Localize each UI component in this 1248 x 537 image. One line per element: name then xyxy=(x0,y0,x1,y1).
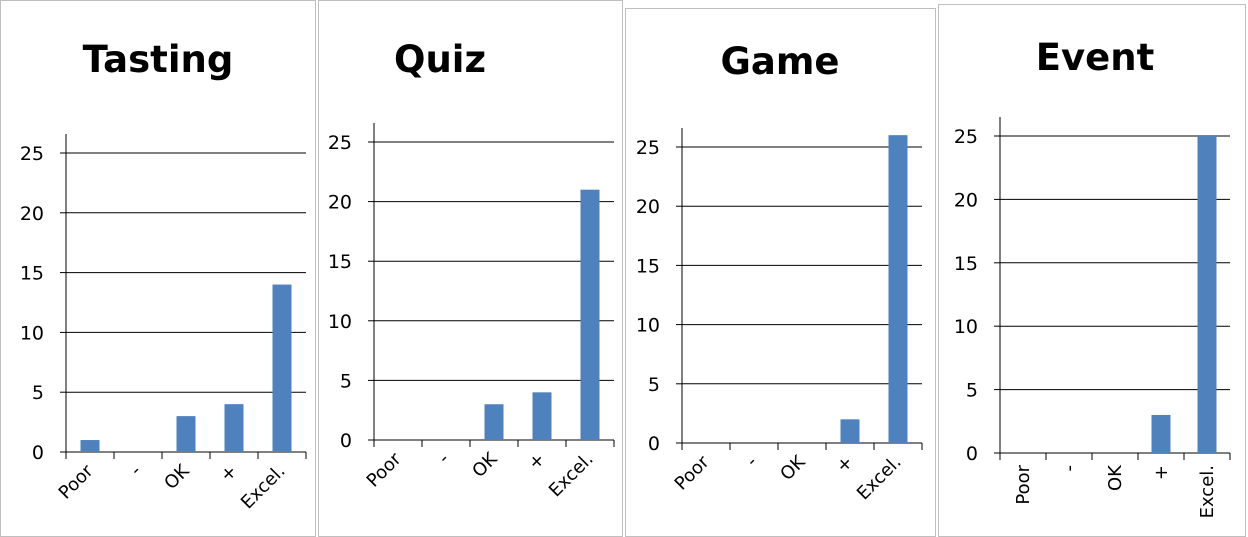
y-tick-label: 0 xyxy=(648,433,660,455)
x-tick-label: Excel. xyxy=(1197,465,1218,518)
bar-excel xyxy=(580,189,600,440)
y-tick-label: 0 xyxy=(340,430,352,452)
y-tick-label: 25 xyxy=(954,126,978,148)
y-tick-label: 10 xyxy=(20,322,44,344)
bar-excel xyxy=(1197,136,1217,453)
chart-event: Event 0 5 10 15 20 25 Poor - OK + Excel. xyxy=(938,4,1246,537)
y-tick-label: 0 xyxy=(966,443,978,465)
y-tick-label: 5 xyxy=(966,380,978,402)
y-tick-label: 15 xyxy=(954,253,978,275)
x-tick-label: - xyxy=(1059,465,1080,472)
bar-ok xyxy=(484,404,504,440)
y-tick-label: 25 xyxy=(20,143,44,165)
y-tick-label: 15 xyxy=(328,251,352,273)
y-tick-label: 10 xyxy=(328,311,352,333)
chart-title: Event xyxy=(1036,36,1155,79)
bar-plus xyxy=(1151,414,1171,453)
bar-plus xyxy=(840,419,860,443)
y-tick-label: 25 xyxy=(328,132,352,154)
x-tick-label: OK xyxy=(1105,464,1126,491)
y-tick-label: 15 xyxy=(636,255,660,277)
y-tick-label: 5 xyxy=(648,374,660,396)
x-tick-label: Poor xyxy=(1013,464,1034,504)
bar-plus xyxy=(532,392,552,440)
y-tick-label: 20 xyxy=(954,189,978,211)
y-tick-label: 5 xyxy=(340,370,352,392)
chart-title: Quiz xyxy=(394,38,486,81)
bar-poor xyxy=(80,440,100,452)
y-tick-label: 10 xyxy=(954,316,978,338)
y-tick-label: 25 xyxy=(636,137,660,159)
chart-frame xyxy=(938,4,1246,537)
y-tick-label: 20 xyxy=(20,203,44,225)
bar-excel xyxy=(272,284,292,452)
chart-frame xyxy=(318,0,623,537)
y-tick-label: 20 xyxy=(328,192,352,214)
bar-excel xyxy=(888,135,908,443)
chart-frame xyxy=(625,8,936,537)
y-tick-label: 10 xyxy=(636,315,660,337)
bar-ok xyxy=(176,416,196,452)
chart-frame xyxy=(0,0,316,537)
bar-plus xyxy=(224,404,244,452)
x-tick-label: + xyxy=(1151,465,1172,480)
chart-title: Game xyxy=(721,40,840,83)
y-tick-label: 20 xyxy=(636,196,660,218)
y-tick-label: 0 xyxy=(32,442,44,464)
y-tick-label: 5 xyxy=(32,382,44,404)
y-tick-label: 15 xyxy=(20,263,44,285)
chart-title: Tasting xyxy=(83,38,234,81)
